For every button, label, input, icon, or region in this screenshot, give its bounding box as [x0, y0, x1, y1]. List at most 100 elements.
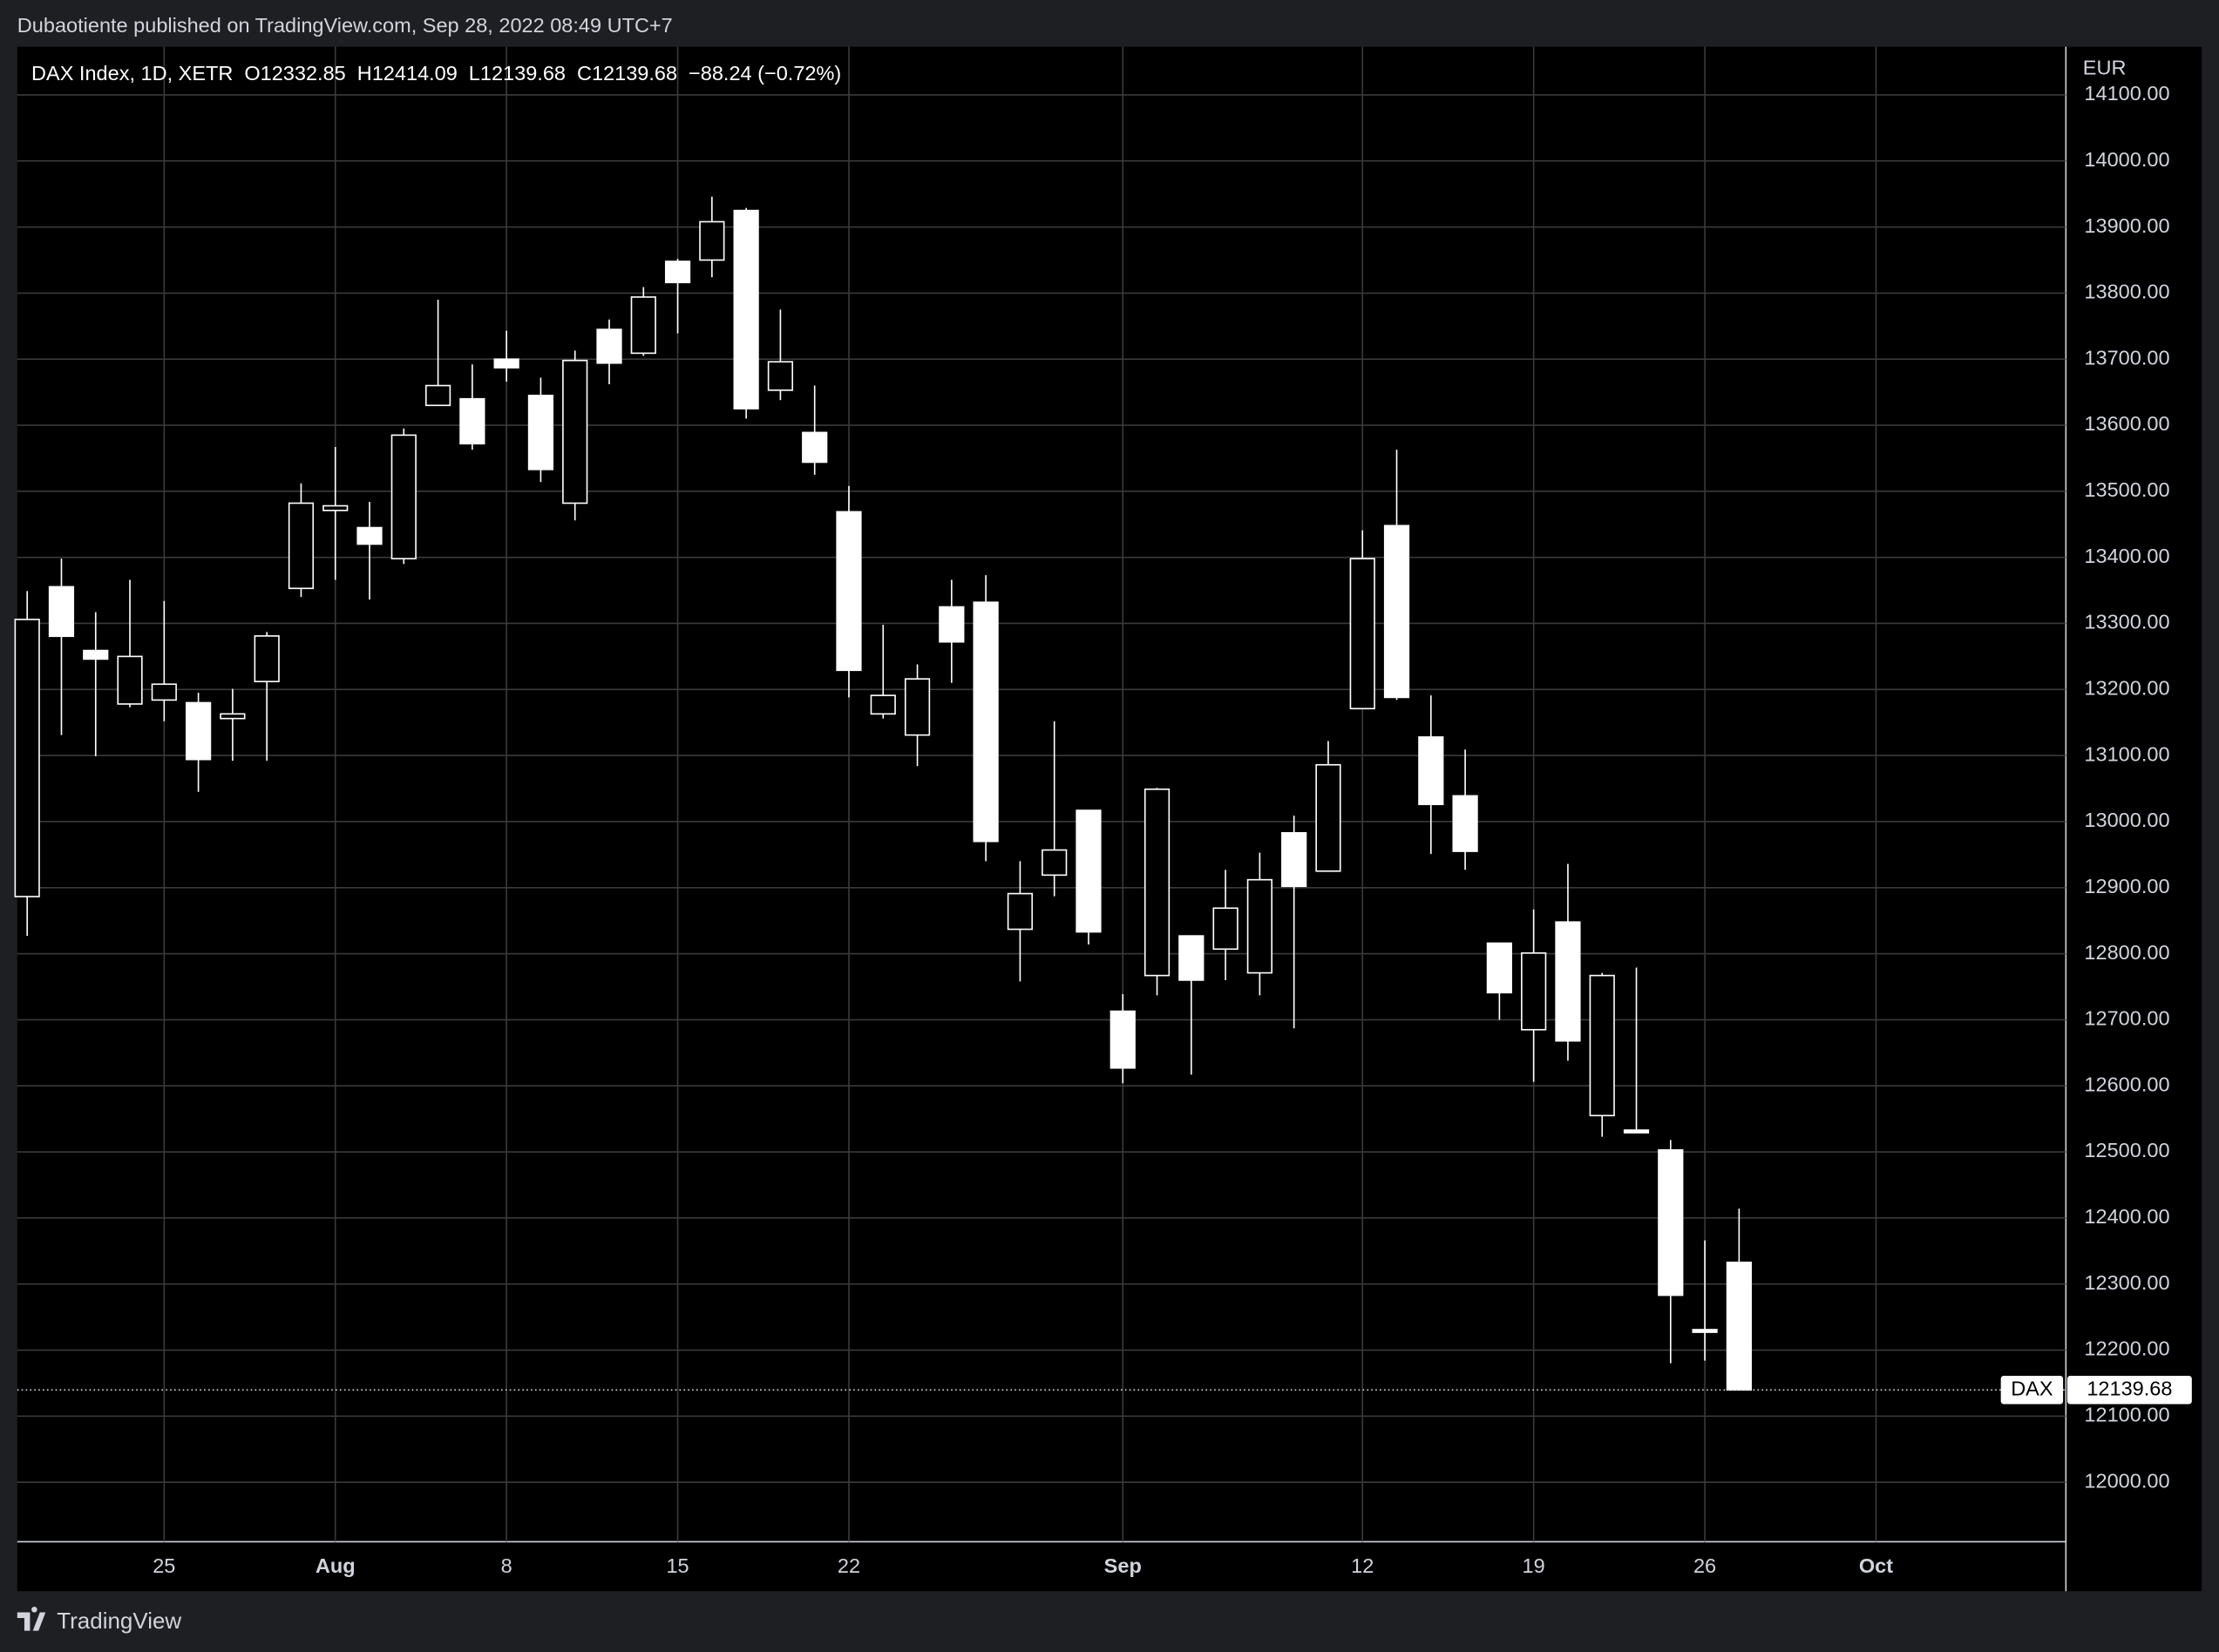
x-tick-label: 8	[501, 1554, 512, 1577]
plot-background	[17, 46, 2202, 1592]
candle-body	[802, 431, 828, 464]
candle-body	[322, 504, 349, 511]
legend-change: −88.24 (−0.72%)	[689, 62, 841, 85]
y-tick-label: 13100.00	[2084, 742, 2169, 765]
candle-body	[562, 359, 588, 504]
y-tick-label: 13400.00	[2084, 545, 2169, 567]
currency-label: EUR	[2083, 57, 2127, 79]
candle-body	[48, 586, 75, 638]
legend-ohlc-value: 12139.68	[480, 62, 566, 85]
candle-body	[1212, 907, 1238, 951]
candle-body	[117, 655, 143, 705]
published-note: Dubaotiente published on TradingView.com…	[17, 14, 673, 37]
candle-body	[493, 358, 519, 369]
y-tick-label: 12000.00	[2084, 1469, 2169, 1492]
candle-body	[767, 361, 794, 391]
candle-body	[664, 261, 691, 284]
candle-body	[1007, 892, 1034, 931]
y-tick-label: 12100.00	[2084, 1404, 2169, 1426]
y-tick-label: 12300.00	[2084, 1271, 2169, 1294]
candle-body	[288, 502, 315, 590]
candle-body	[390, 434, 417, 559]
y-tick-label: 13600.00	[2084, 412, 2169, 435]
candle-body	[1281, 832, 1307, 888]
y-tick-label: 13300.00	[2084, 611, 2169, 633]
candle-body	[1315, 763, 1341, 872]
y-tick-label: 12900.00	[2084, 875, 2169, 897]
last-price-value-box	[2066, 1376, 2192, 1405]
candle-body	[939, 606, 965, 643]
candle-body	[424, 384, 451, 407]
grid	[17, 46, 2066, 1542]
candle-body	[699, 220, 725, 261]
candle-body	[596, 328, 622, 364]
candle-body	[1110, 1010, 1136, 1069]
candle-body	[1076, 809, 1102, 933]
candle-body	[14, 619, 40, 897]
candle-body	[459, 397, 485, 445]
candle-body	[1042, 849, 1068, 877]
y-tick-label: 12600.00	[2084, 1073, 2169, 1095]
y-tick-label: 13500.00	[2084, 478, 2169, 501]
x-tick-label: Sep	[1104, 1554, 1142, 1577]
y-tick-label: 12700.00	[2084, 1007, 2169, 1030]
candle-body	[1418, 736, 1444, 806]
legend-ohlc-value: 12414.09	[372, 62, 458, 85]
last-price-value: 12139.68	[2087, 1377, 2172, 1399]
y-tick-label: 14100.00	[2084, 82, 2169, 105]
x-tick-label: 26	[1693, 1554, 1716, 1577]
candle-body	[356, 526, 383, 545]
candle-body	[1521, 952, 1547, 1031]
ohlc-legend: DAX Index, 1D, XETR O12332.85 H12414.09 L12…	[31, 62, 841, 85]
candle-body	[1555, 921, 1581, 1042]
legend-symbol: DAX Index, 1D, XETR	[31, 62, 233, 85]
legend-ohlc-value: 12332.85	[261, 62, 346, 85]
y-tick-label: 13200.00	[2084, 677, 2169, 700]
candle-body	[151, 683, 177, 701]
currency-bg	[2068, 51, 2196, 85]
y-tick-label: 13800.00	[2084, 281, 2169, 303]
y-tick-label: 13900.00	[2084, 214, 2169, 237]
legend-ohlc-label: L	[469, 62, 480, 85]
x-tick-label: Oct	[1859, 1554, 1893, 1577]
x-tick-label: 22	[838, 1554, 860, 1577]
candle-body	[1726, 1261, 1752, 1391]
candle-body	[870, 694, 896, 715]
candle-body	[1623, 1129, 1650, 1134]
y-tick-label: 12400.00	[2084, 1205, 2169, 1228]
candle-body	[1692, 1329, 1718, 1333]
y-tick-label: 14000.00	[2084, 148, 2169, 171]
y-tick-label: 13000.00	[2084, 809, 2169, 831]
candle-body	[836, 511, 862, 672]
y-tick-label: 13700.00	[2084, 346, 2169, 369]
candle-body	[1178, 935, 1205, 981]
y-tick-label: 12200.00	[2084, 1337, 2169, 1360]
candle-body	[527, 395, 554, 471]
candle-body	[1246, 878, 1273, 974]
y-tick-label: 12500.00	[2084, 1139, 2169, 1161]
candle-body	[185, 701, 212, 761]
legend-ohlc-label: H	[357, 62, 372, 85]
candle-body	[83, 649, 109, 660]
y-tick-label: 12800.00	[2084, 941, 2169, 964]
legend-ohlc-value: 12139.68	[592, 62, 677, 85]
legend-ohlc-label: O	[244, 62, 260, 85]
candle-body	[630, 296, 656, 355]
candle-body	[1658, 1148, 1684, 1297]
x-tick-label: 15	[666, 1554, 689, 1577]
candle-body	[973, 601, 999, 843]
x-tick-label: 25	[153, 1554, 175, 1577]
footer-brand: TradingView	[57, 1608, 181, 1634]
last-price-name: DAX	[2011, 1377, 2053, 1399]
candle-body	[254, 635, 280, 683]
candle-body	[904, 678, 931, 736]
candle-body	[1349, 558, 1375, 710]
candles	[14, 196, 1752, 1391]
candle-body	[1486, 942, 1512, 994]
x-tick-label: 19	[1523, 1554, 1545, 1577]
candle-body	[220, 713, 246, 720]
x-tick-label: 12	[1351, 1554, 1374, 1577]
legend-ohlc-label: C	[577, 62, 592, 85]
